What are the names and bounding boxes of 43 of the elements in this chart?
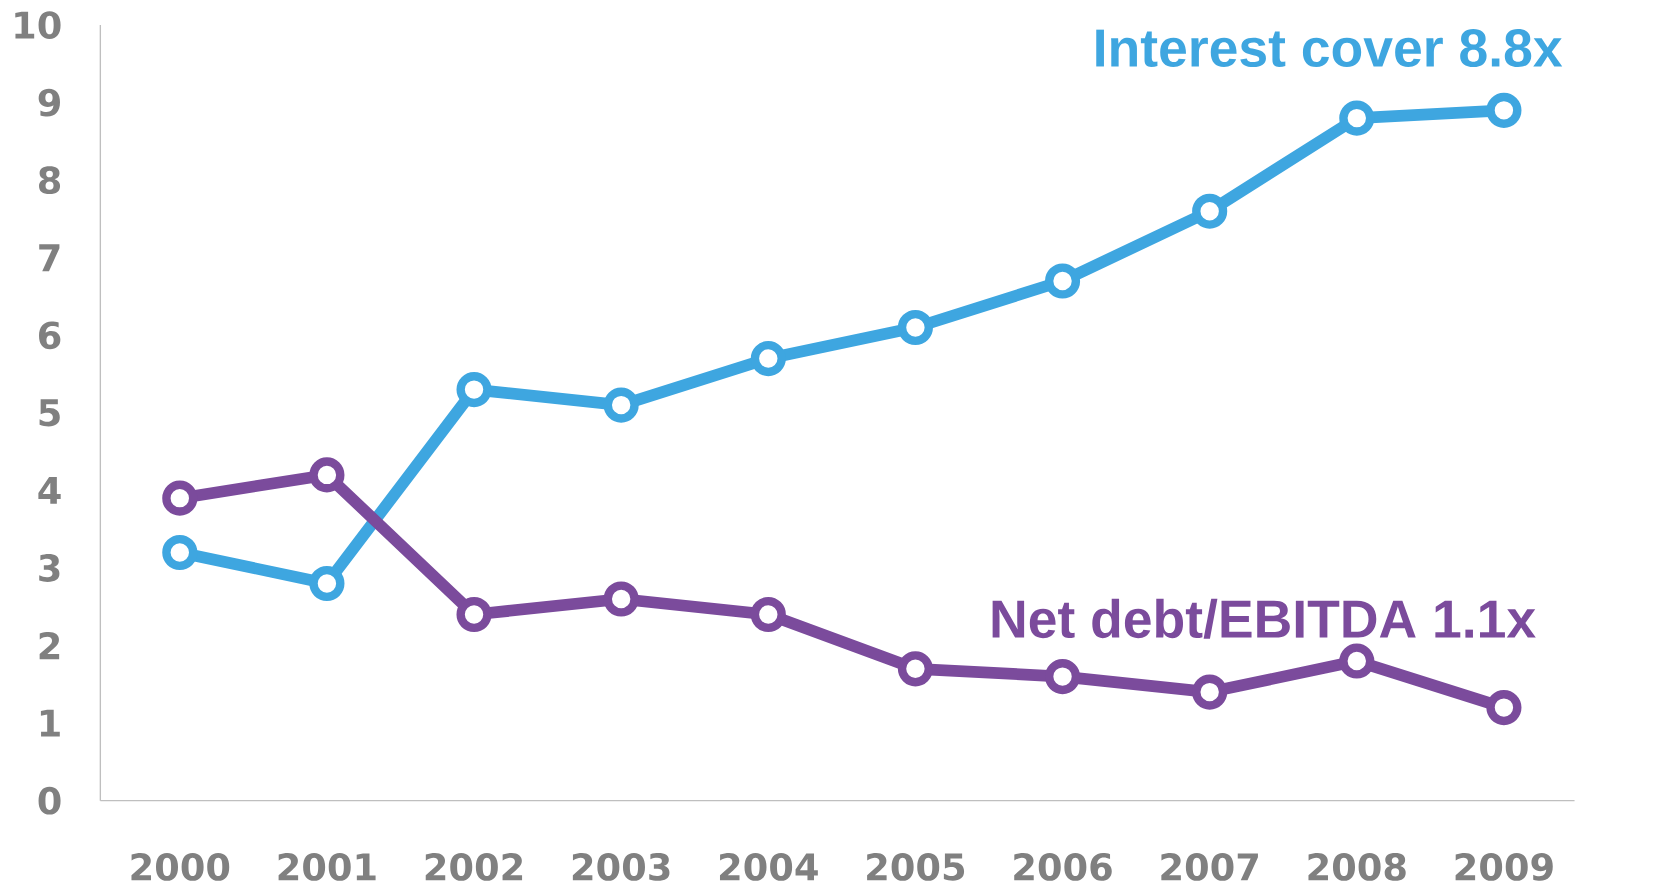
x-tick-label: 2000 (131, 853, 230, 881)
x-tick-label: 2005 (867, 853, 965, 881)
point (162, 534, 198, 571)
y-tick-label: 5 (39, 399, 60, 427)
point (309, 565, 345, 602)
point (603, 387, 639, 423)
y-tick-label: 6 (39, 321, 61, 350)
point (1044, 659, 1081, 695)
series-label: Net debt/EBITDA 1.1x (992, 598, 1536, 639)
x-tick-label: 2008 (1308, 853, 1406, 881)
y-tick-label: 2 (39, 631, 60, 660)
point (1486, 92, 1522, 128)
point (456, 596, 492, 633)
point (1192, 674, 1228, 710)
point (1486, 690, 1522, 726)
point (750, 341, 786, 377)
x-tick-label: 2004 (719, 853, 818, 881)
point (162, 480, 198, 516)
point (309, 457, 345, 493)
y-tick-label: 9 (38, 88, 60, 117)
point (1339, 643, 1375, 679)
point (456, 372, 492, 408)
point (897, 651, 933, 687)
y-tick-label: 10 (15, 11, 61, 39)
y-tick-label: 0 (38, 786, 61, 815)
point (1044, 263, 1081, 299)
point (603, 581, 639, 617)
y-tick-label: 7 (39, 244, 60, 272)
x-tick-label: 2007 (1161, 853, 1258, 881)
point (750, 596, 786, 633)
x-tick-label: 2002 (425, 853, 523, 881)
x-tick-label: 2001 (278, 853, 376, 881)
point (897, 310, 933, 346)
x-tick-label: 2006 (1014, 853, 1112, 881)
point (1192, 193, 1228, 229)
series-label: Interest cover 8.8x (1096, 29, 1563, 68)
x-tick-label: 2003 (572, 853, 670, 881)
y-tick-label: 8 (39, 166, 61, 195)
y-tick-label: 4 (38, 477, 61, 504)
x-tick-label: 2009 (1455, 853, 1553, 881)
y-tick-label: 1 (40, 709, 60, 737)
point (1339, 100, 1375, 136)
y-tick-label: 3 (39, 554, 60, 582)
